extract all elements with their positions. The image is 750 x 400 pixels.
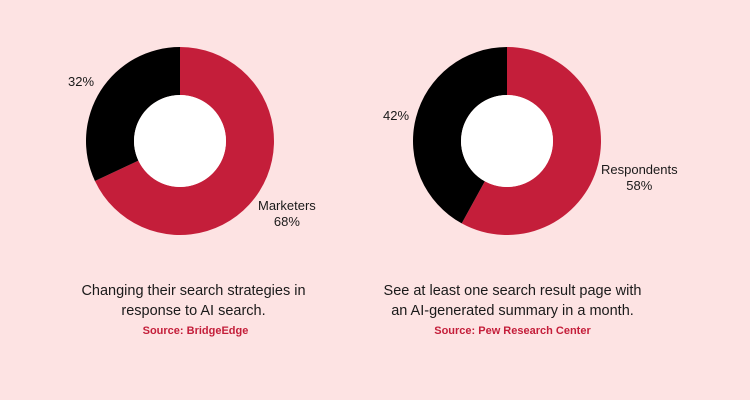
donut-hole	[134, 95, 226, 187]
donut-chart-respondents	[413, 47, 601, 235]
slice-category-label: Marketers	[258, 198, 316, 213]
donut-panel-respondents: 42% Respondents 58% See at least one sea…	[375, 0, 750, 400]
slice-value-label: 42%	[383, 108, 410, 123]
donut-slice-black	[413, 47, 507, 224]
slice-value-label: 58%	[626, 178, 653, 193]
slice-label-black: 42%	[383, 108, 409, 124]
slice-label-red: Respondents 58%	[601, 162, 678, 194]
donut-slice-red	[461, 47, 601, 235]
caption-line: Changing their search strategies in	[81, 283, 306, 299]
caption-line: response to AI search.	[121, 303, 266, 319]
chart-caption: Changing their search strategies in resp…	[6, 281, 381, 321]
slice-value-label: 32%	[68, 74, 95, 89]
donut-hole	[461, 95, 553, 187]
donut-slice-black	[86, 47, 180, 182]
chart-caption: See at least one search result page with…	[325, 281, 700, 321]
slice-label-black: 32%	[68, 74, 94, 90]
slice-value-label: 68%	[273, 214, 300, 229]
slice-category-label: Respondents	[601, 162, 678, 177]
donut-chart-marketers	[86, 47, 274, 235]
slice-label-red: Marketers 68%	[258, 198, 316, 230]
donut-panel-marketers: 32% Marketers 68% Changing their search …	[68, 47, 316, 337]
caption-line: an AI-generated summary in a month.	[391, 303, 634, 319]
caption-line: See at least one search result page with	[383, 283, 642, 299]
donut-slice-red	[94, 47, 274, 235]
source-credit: Source: Pew Research Center	[434, 325, 591, 337]
source-credit: Source: BridgeEdge	[142, 325, 249, 337]
